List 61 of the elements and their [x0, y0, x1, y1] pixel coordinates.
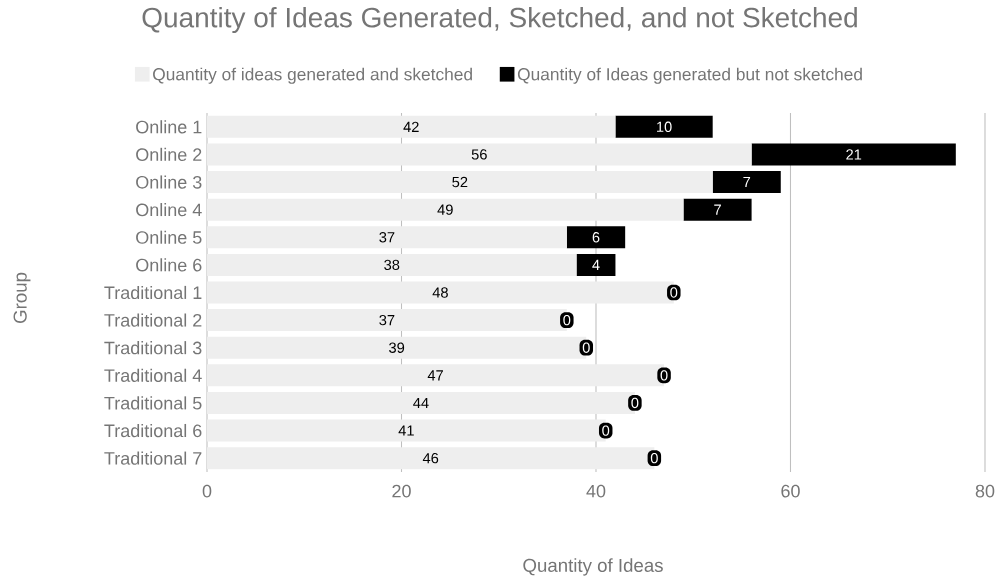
bar [576, 253, 616, 276]
data-label: 38 [384, 259, 400, 271]
bar [207, 143, 752, 166]
y-tick-label: Online 3 [136, 175, 202, 189]
x-axis-title: Quantity of Ideas [523, 558, 663, 576]
data-label: 49 [437, 204, 453, 215]
data-label: 7 [743, 177, 751, 188]
data-label: 0 [631, 397, 639, 409]
bar [751, 143, 956, 166]
y-axis-title: Group [13, 272, 31, 323]
data-label: 47 [427, 370, 443, 381]
data-label: 0 [660, 370, 668, 381]
y-tick-label: Online 5 [136, 230, 202, 244]
data-label: 4 [592, 259, 600, 270]
y-tick-label: Traditional 2 [104, 313, 202, 327]
x-tick-label: 80 [975, 484, 995, 498]
y-tick-label: Online 6 [136, 258, 202, 272]
y-tick-label: Online 4 [136, 203, 202, 217]
bar [207, 115, 616, 138]
data-label: 0 [602, 425, 610, 436]
data-label: 52 [452, 176, 468, 188]
x-tick-label: 60 [781, 484, 800, 498]
legend-label: Quantity of Ideas generated but not sketched [517, 67, 862, 84]
chart-title: Quantity of Ideas Generated, Sketched, and not Sketched [142, 6, 857, 34]
y-tick-label: Traditional 1 [104, 285, 202, 300]
data-label: 0 [563, 314, 571, 326]
data-label: 6 [592, 232, 600, 243]
y-tick-label: Traditional 4 [104, 368, 202, 382]
bar [683, 198, 752, 221]
data-label: 56 [471, 149, 487, 160]
bar [207, 253, 577, 276]
y-tick-label: Traditional 6 [104, 423, 202, 438]
bar [207, 198, 684, 221]
x-tick-label: 20 [392, 484, 411, 498]
bar [207, 226, 567, 249]
data-label: 48 [432, 287, 448, 298]
bar [712, 171, 781, 194]
y-tick-label: Traditional 3 [104, 341, 202, 355]
data-label: 44 [413, 397, 429, 408]
data-label: 10 [657, 121, 672, 132]
y-tick-label: Online 1 [136, 120, 202, 134]
bar [615, 115, 713, 138]
data-label: 37 [379, 314, 395, 326]
data-label: 42 [403, 121, 419, 132]
data-label: 0 [650, 453, 658, 464]
data-label: 21 [846, 149, 862, 160]
legend-label: Quantity of ideas generated and sketched [153, 67, 472, 84]
y-tick-label: Traditional 5 [104, 396, 202, 410]
y-tick-label: Traditional 7 [104, 451, 202, 465]
data-label: 7 [714, 204, 721, 215]
x-tick-label: 40 [586, 484, 606, 498]
bar [207, 171, 713, 194]
data-label: 41 [398, 425, 414, 436]
y-tick-label: Online 2 [136, 147, 202, 162]
data-label: 37 [379, 232, 395, 243]
data-label: 46 [422, 453, 439, 464]
data-label: 0 [582, 342, 590, 353]
bar [566, 226, 626, 249]
data-label: 39 [389, 342, 405, 353]
x-tick-label: 0 [202, 484, 212, 498]
data-label: 0 [670, 287, 678, 298]
